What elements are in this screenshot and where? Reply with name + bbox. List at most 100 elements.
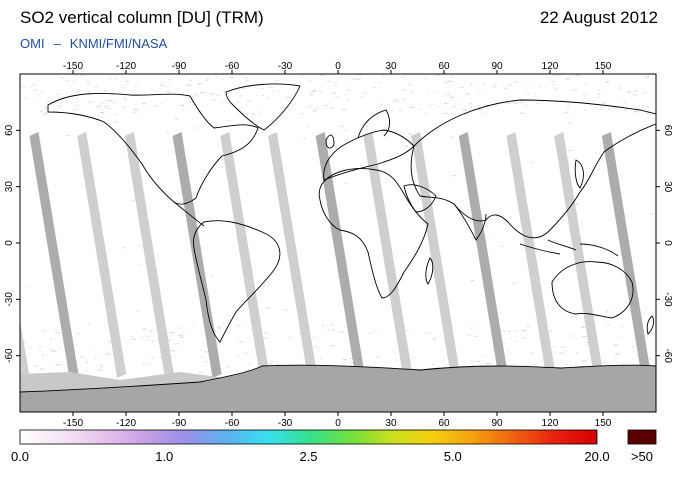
noise-speck [111, 94, 114, 96]
noise-speck [195, 94, 199, 96]
map-title: SO2 vertical column [DU] (TRM) [20, 8, 264, 27]
noise-speck [309, 94, 313, 96]
antarctica-coast [20, 364, 656, 393]
noise-speck [261, 94, 265, 96]
noise-speck [349, 361, 354, 364]
noise-speck [168, 79, 171, 81]
noise-speck [508, 330, 511, 332]
noise-speck [466, 334, 472, 336]
colorbar-overflow-label: >50 [630, 449, 654, 464]
noise-speck [380, 103, 384, 105]
noise-speck [151, 340, 154, 342]
scandinavia-coast [357, 109, 391, 139]
noise-speck [569, 364, 574, 367]
noise-speck [506, 349, 509, 351]
noise-speck [414, 367, 418, 369]
lon-label-top: 150 [595, 61, 612, 72]
noise-speck [216, 94, 221, 97]
noise-speck [313, 336, 316, 339]
noise-speck [220, 101, 223, 103]
colorbar-label: 20.0 [584, 449, 610, 464]
noise-speck [172, 355, 176, 357]
noise-speck [643, 92, 648, 94]
noise-speck [247, 340, 251, 342]
noise-speck [113, 121, 119, 123]
noise-speck [32, 89, 38, 91]
noise-speck [103, 90, 108, 92]
noise-speck [168, 339, 173, 341]
noise-speck [343, 93, 348, 96]
noise-speck [177, 327, 181, 329]
noise-speck [205, 79, 209, 81]
noise-speck [343, 79, 348, 81]
noise-speck [423, 112, 427, 114]
noise-speck [627, 91, 631, 93]
noise-speck [432, 363, 435, 366]
noise-speck [566, 104, 569, 106]
noise-speck [44, 107, 47, 109]
noise-speck [500, 99, 504, 101]
noise-speck [513, 102, 519, 104]
noise-speck [246, 100, 252, 102]
noise-speck [485, 363, 491, 365]
noise-speck [277, 91, 280, 93]
noise-speck [408, 75, 411, 78]
noise-speck [451, 106, 457, 108]
noise-speck [553, 345, 557, 348]
noise-speck [436, 74, 439, 76]
noise-speck [104, 105, 109, 107]
noise-speck [55, 364, 60, 366]
noise-speck [450, 136, 455, 138]
noise-speck [619, 88, 623, 90]
noise-speck [200, 92, 205, 94]
noise-speck [236, 101, 239, 103]
noise-speck [76, 91, 81, 93]
coastlines [20, 83, 656, 393]
noise-speck [255, 94, 259, 96]
noise-speck [584, 83, 588, 86]
credit-line: OMI – KNMI/FMI/NASA [20, 36, 167, 51]
madagascar-coast [425, 257, 434, 285]
noise-speck [334, 85, 338, 87]
noise-speck [469, 106, 473, 108]
noise-speck [265, 307, 271, 309]
noise-speck [27, 285, 31, 287]
noise-speck [58, 346, 63, 349]
noise-speck [203, 360, 208, 363]
colorbar-label: 0.0 [10, 449, 30, 464]
noise-speck [72, 81, 76, 83]
uk-coast [325, 134, 335, 149]
lat-label-right: -30 [662, 292, 673, 307]
noise-speck [473, 335, 478, 338]
noise-speck [243, 352, 246, 354]
noise-speck [564, 363, 568, 366]
noise-speck [602, 362, 606, 364]
noise-speck [221, 78, 224, 80]
orbit-swath [77, 132, 127, 378]
noise-speck [276, 363, 279, 365]
noise-speck [236, 325, 242, 327]
noise-speck [150, 357, 155, 359]
noise-speck [39, 110, 42, 112]
noise-speck [142, 103, 146, 105]
noise-speck [77, 90, 82, 92]
noise-speck [473, 84, 476, 86]
noise-speck [100, 102, 105, 105]
noise-speck [166, 85, 171, 88]
asia-coast [410, 99, 656, 239]
noise-speck [41, 330, 46, 332]
noise-speck [227, 119, 231, 121]
noise-speck [169, 331, 174, 334]
japan-coast [574, 159, 584, 189]
noise-speck [424, 332, 430, 334]
noise-speck [210, 275, 213, 277]
noise-speck [251, 113, 256, 115]
noise-speck [29, 87, 33, 89]
noise-speck [260, 88, 264, 90]
noise-speck [445, 94, 450, 97]
noise-speck [436, 105, 441, 107]
noise-speck [470, 360, 475, 363]
noise-speck [154, 105, 158, 107]
lon-label-bottom: 30 [385, 418, 397, 429]
noise-speck [367, 332, 372, 334]
